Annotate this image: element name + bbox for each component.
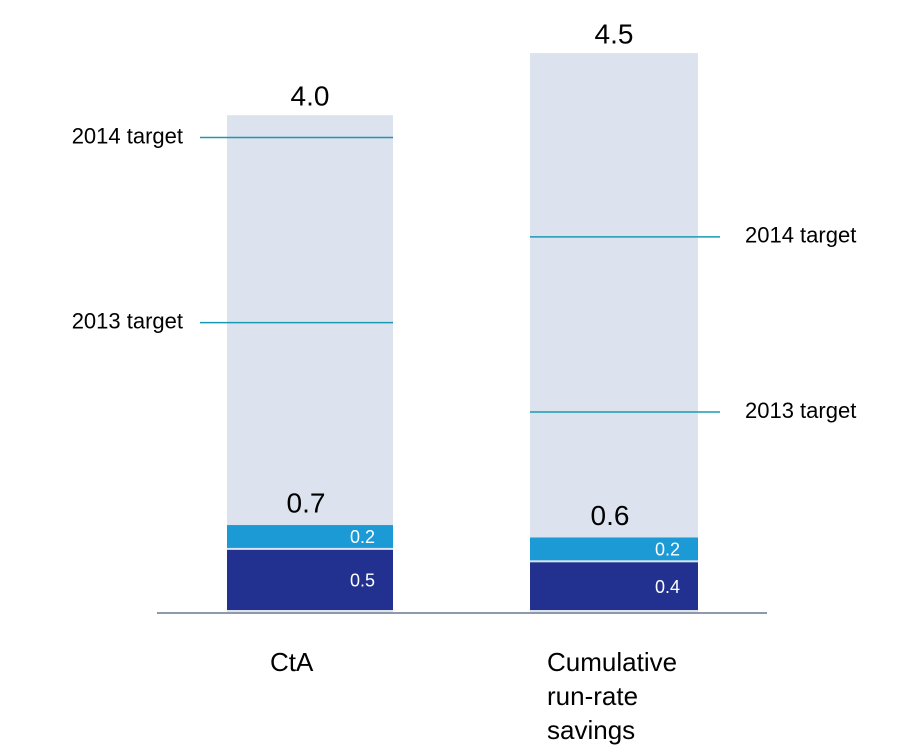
segment-label: 0.2 [350,527,375,547]
target-total-label: 4.0 [291,81,330,112]
target-total-label: 4.5 [595,18,634,49]
total-label: 0.6 [591,500,630,531]
target-bar [530,53,698,613]
target-label: 2013 target [72,308,183,333]
bar-segment [227,549,393,610]
target-label: 2014 target [745,223,856,248]
segment-label: 0.5 [350,571,375,591]
target-label: 2014 target [72,123,183,148]
segment-label: 0.2 [655,540,680,560]
target-label: 2013 target [745,398,856,423]
bar-segment [227,525,393,548]
bar-segment [530,537,698,561]
segment-label: 0.4 [655,577,680,597]
category-label: Cumulative run-rate savings [547,647,678,745]
total-label: 0.7 [287,487,326,518]
category-label: CtA [270,647,314,677]
bar-segment [530,562,698,610]
